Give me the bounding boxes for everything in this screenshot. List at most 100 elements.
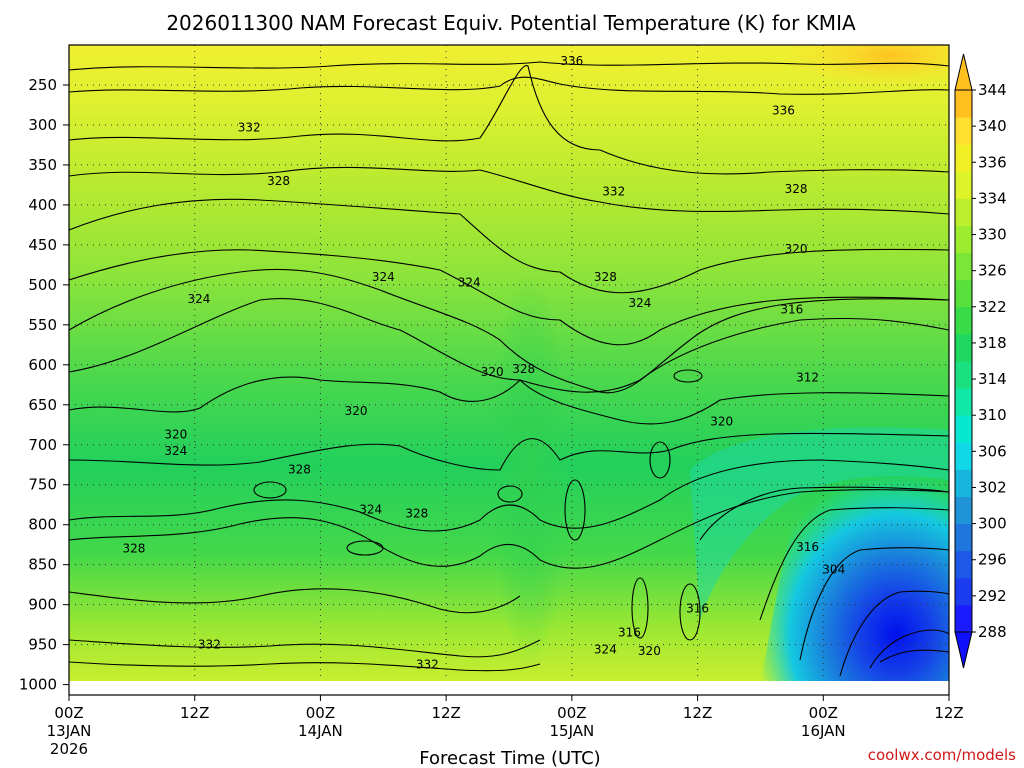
plot-frame	[68, 44, 950, 696]
colorbar-segment	[955, 117, 972, 145]
colorbar-tick-label: 296	[978, 551, 1007, 569]
colorbar-tick-label: 300	[978, 515, 1007, 533]
colorbar-tick-label: 292	[978, 587, 1007, 605]
colorbar-segment	[955, 388, 972, 416]
contour-334	[69, 166, 949, 215]
colorbar-segment	[955, 252, 972, 281]
contour-label: 332	[602, 184, 625, 198]
colorbar-tick-label: 336	[978, 153, 1007, 171]
y-tick-label: 600	[28, 356, 57, 374]
colorbar-segment	[955, 171, 972, 199]
contour-332-low	[69, 661, 541, 672]
contour-label: 332	[238, 120, 261, 134]
y-tick-label: 450	[28, 236, 57, 254]
colorbar-segment	[955, 415, 972, 443]
colorbar-segment	[955, 306, 972, 335]
x-tick-label-time: 00Z	[557, 704, 586, 722]
colorbar-frame	[954, 89, 973, 633]
colorbar-min-arrow	[954, 631, 973, 669]
gridlines-vertical	[194, 45, 824, 681]
y-tick-label: 950	[28, 636, 57, 654]
contour-label: 328	[405, 507, 428, 521]
colorbar-tick-label: 334	[978, 189, 1007, 207]
colorbar-segment	[955, 604, 972, 633]
y-tick-label: 850	[28, 556, 57, 574]
warm-core-top	[780, 45, 949, 87]
x-tick-label-date: 15JAN	[549, 722, 594, 740]
contour-label: 320	[785, 242, 808, 256]
y-tick-label: 900	[28, 596, 57, 614]
contour-330-low	[69, 639, 541, 658]
contour-label: 320	[710, 415, 733, 429]
x-axis-label: Forecast Time (UTC)	[419, 748, 600, 768]
colorbar-tick-label: 310	[978, 406, 1007, 424]
closed-contour-e	[564, 479, 586, 541]
contour-322	[69, 432, 949, 471]
contour-308-east	[759, 507, 949, 621]
colorbar-segment	[955, 90, 972, 118]
contour-label: 328	[785, 182, 808, 196]
contour-label: 324	[372, 270, 395, 284]
colorbar-segment	[955, 279, 972, 308]
colorbar-segment	[955, 225, 972, 254]
y-tick-label: 550	[28, 316, 57, 334]
x-tick-label-time: 00Z	[306, 704, 335, 722]
colorbar-segment	[955, 550, 972, 579]
colorbar-tick-label: 322	[978, 298, 1007, 316]
contour-336	[69, 65, 949, 175]
credit-link[interactable]: coolwx.com/models	[868, 746, 1016, 764]
contour-label: 336	[772, 104, 795, 118]
colorbar-tick-label: 318	[978, 334, 1007, 352]
colorbar-tick-label: 314	[978, 370, 1007, 388]
colorbar-tick-label: 302	[978, 478, 1007, 496]
colorbar-tick-label: 340	[978, 117, 1007, 135]
contour-label: 332	[416, 658, 439, 672]
contour-label: 320	[638, 644, 661, 658]
ground-strip	[69, 681, 949, 695]
contour-328	[69, 268, 949, 394]
closed-contour-h	[673, 369, 703, 383]
contour-296-east	[869, 629, 949, 669]
closed-contour-b	[497, 485, 523, 503]
contour-label: 328	[512, 362, 535, 376]
x-tick-label-year: 2026	[50, 740, 88, 758]
y-tick-label: 350	[28, 156, 57, 174]
colorbar-max-arrow	[954, 53, 973, 91]
y-tick-label: 800	[28, 516, 57, 534]
colorbar-tick-label: 344	[978, 81, 1007, 99]
contour-label: 320	[164, 427, 187, 441]
contour-318	[69, 489, 949, 569]
contour-label: 316	[780, 303, 803, 317]
x-tick-label-time: 12Z	[683, 704, 712, 722]
contour-label: 324	[164, 444, 187, 458]
colorbar-segment	[955, 577, 972, 606]
contour-label: 316	[796, 540, 819, 554]
colorbar-segment	[955, 496, 972, 525]
contour-338	[69, 76, 949, 95]
contour-label: 328	[267, 174, 290, 188]
contour-300-east	[839, 590, 949, 677]
contour-label: 320	[481, 365, 504, 379]
x-tick-label-time: 12Z	[431, 704, 460, 722]
contour-312-east	[699, 486, 949, 541]
closed-contour-c	[631, 577, 649, 639]
y-tick-label: 400	[28, 196, 57, 214]
x-tick-label-date: 16JAN	[801, 722, 846, 740]
colorbar-segment	[955, 361, 972, 389]
contour-292-east	[879, 649, 949, 663]
y-tick-label: 250	[28, 76, 57, 94]
contour-332	[69, 198, 949, 294]
contour-label: 324	[187, 292, 210, 306]
colorbar-segment	[955, 523, 972, 552]
contour-label: 324	[359, 503, 382, 517]
colorbar-tick-label: 330	[978, 226, 1007, 244]
contour-label: 304	[822, 562, 845, 576]
y-tick-label: 700	[28, 436, 57, 454]
colorbar-segment	[955, 144, 972, 172]
contour-340	[69, 61, 949, 71]
cold-air-pool	[760, 468, 949, 681]
colorbar-tick-label: 306	[978, 442, 1007, 460]
contour-label: 316	[686, 602, 709, 616]
